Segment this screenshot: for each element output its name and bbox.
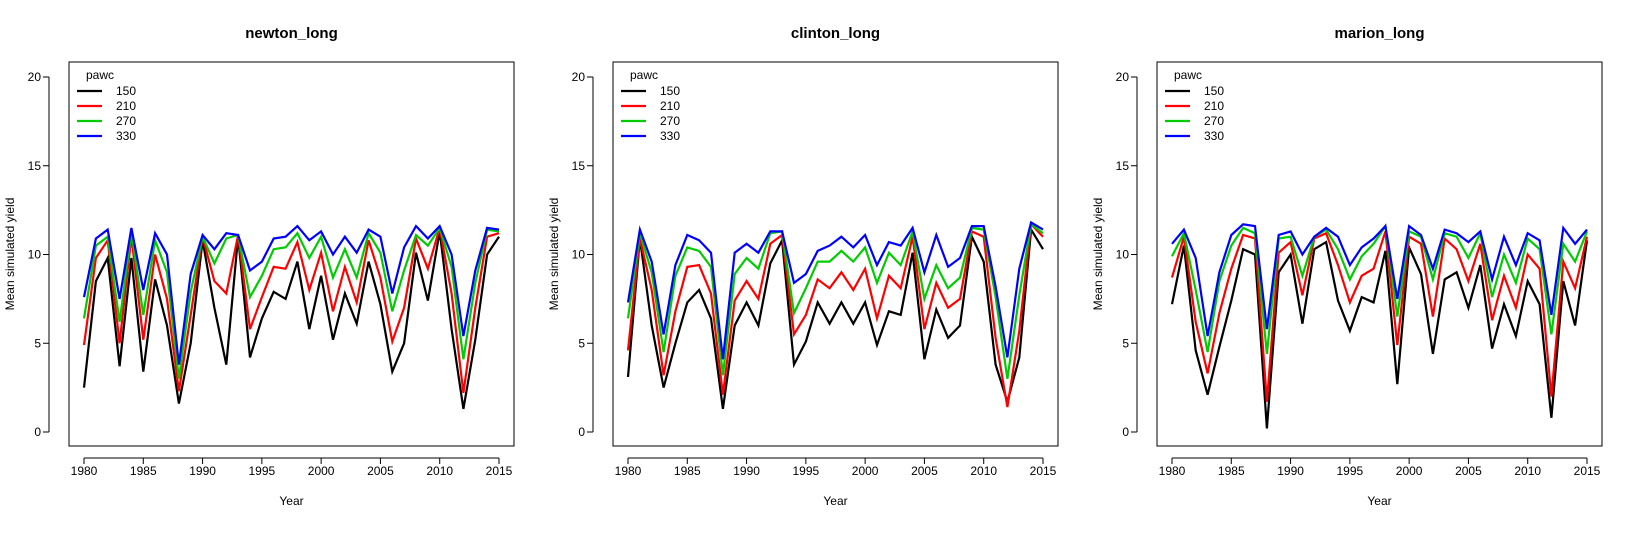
legend-label-210: 210 <box>1204 99 1224 113</box>
series-line-270 <box>626 222 1044 379</box>
plot-box <box>68 61 515 447</box>
series-line-270 <box>1171 223 1589 355</box>
chart-title: newton_long <box>245 25 338 42</box>
series-line-210 <box>1170 231 1589 402</box>
y-axis-label: Mean simulated yield <box>547 198 561 311</box>
x-tick-label: 2015 <box>1030 464 1057 478</box>
x-axis: 1980 1985 1990 1995 2000 2005 2010 2015 <box>71 457 513 478</box>
x-tick-label: 2010 <box>970 464 997 478</box>
y-tick-label: 5 <box>1122 336 1129 350</box>
legend-title: pawc <box>1174 68 1202 82</box>
legend-label-210: 210 <box>660 99 680 113</box>
series-line-150 <box>626 226 1044 410</box>
y-tick-label: 10 <box>28 248 42 262</box>
x-tick-label: 1995 <box>1337 464 1364 478</box>
series-line-330 <box>82 224 500 365</box>
x-tick-label: 2005 <box>1455 464 1482 478</box>
x-tick-label: 2015 <box>486 464 513 478</box>
x-axis-label: Year <box>1367 494 1391 508</box>
x-tick-label: 1985 <box>130 464 157 478</box>
x-tick-label: 2005 <box>367 464 394 478</box>
y-axis: 0 5 10 15 20 <box>572 70 594 439</box>
chart-title: marion_long <box>1334 25 1424 42</box>
y-axis-label: Mean simulated yield <box>3 198 17 311</box>
x-tick-label: 1980 <box>71 464 98 478</box>
legend-label-210: 210 <box>116 99 136 113</box>
legend-title: pawc <box>630 68 658 82</box>
series-line-270 <box>82 225 500 379</box>
plot-box <box>1156 61 1603 447</box>
x-axis-label: Year <box>279 494 303 508</box>
x-axis: 1980 1985 1990 1995 2000 2005 2010 2015 <box>615 457 1057 478</box>
y-tick-label: 5 <box>578 336 585 350</box>
x-tick-label: 2010 <box>426 464 453 478</box>
x-tick-label: 1990 <box>1277 464 1304 478</box>
legend-label-330: 330 <box>116 129 136 143</box>
x-tick-label: 1980 <box>1159 464 1186 478</box>
legend-label-270: 270 <box>116 114 136 128</box>
series-line-330 <box>1171 223 1588 337</box>
y-tick-label: 10 <box>572 248 586 262</box>
chart-title: clinton_long <box>791 25 880 42</box>
x-tick-label: 2015 <box>1574 464 1601 478</box>
x-axis-label: Year <box>823 494 847 508</box>
y-tick-label: 20 <box>28 70 42 84</box>
legend-title: pawc <box>86 68 114 82</box>
y-axis-label: Mean simulated yield <box>1091 198 1105 311</box>
y-axis: 0 5 10 15 20 <box>28 70 50 439</box>
x-tick-label: 2000 <box>308 464 335 478</box>
x-tick-label: 2000 <box>1396 464 1423 478</box>
series-line-150 <box>82 231 500 410</box>
x-tick-label: 1990 <box>189 464 216 478</box>
x-tick-label: 2000 <box>852 464 879 478</box>
plot-box <box>612 61 1059 447</box>
legend-label-330: 330 <box>660 129 680 143</box>
chart-panel-1: clinton_long 0 5 10 15 20 1980 1985 1990 1995 2000… <box>547 25 1059 508</box>
chart-panel-0: newton_long 0 5 10 15 20 1980 1985 1990 1995 2000 2… <box>3 25 515 508</box>
series-line-210 <box>82 227 500 394</box>
x-tick-label: 1990 <box>733 464 760 478</box>
y-tick-label: 0 <box>34 425 41 439</box>
x-tick-label: 2005 <box>911 464 938 478</box>
series-line-150 <box>1170 240 1589 429</box>
y-tick-label: 15 <box>28 159 42 173</box>
x-tick-label: 1985 <box>674 464 701 478</box>
x-tick-label: 1980 <box>615 464 642 478</box>
chart-panel-2: marion_long 0 5 10 15 20 1980 1985 1990 1995 2000 2… <box>1091 25 1603 508</box>
legend-label-150: 150 <box>116 84 136 98</box>
x-tick-label: 1985 <box>1218 464 1245 478</box>
y-tick-label: 0 <box>1122 425 1129 439</box>
x-tick-label: 2010 <box>1514 464 1541 478</box>
legend-label-150: 150 <box>660 84 680 98</box>
y-tick-label: 20 <box>1116 70 1130 84</box>
y-tick-label: 0 <box>578 425 585 439</box>
y-tick-label: 5 <box>34 336 41 350</box>
y-tick-label: 20 <box>572 70 586 84</box>
legend-label-270: 270 <box>660 114 680 128</box>
y-tick-label: 15 <box>572 159 586 173</box>
y-tick-label: 10 <box>1116 248 1130 262</box>
x-axis: 1980 1985 1990 1995 2000 2005 2010 2015 <box>1159 457 1601 478</box>
legend-label-150: 150 <box>1204 84 1224 98</box>
series-line-330 <box>626 220 1044 360</box>
x-tick-label: 1995 <box>249 464 276 478</box>
legend-label-330: 330 <box>1204 129 1224 143</box>
y-tick-label: 15 <box>1116 159 1130 173</box>
series-line-210 <box>626 221 1044 408</box>
legend-label-270: 270 <box>1204 114 1224 128</box>
y-axis: 0 5 10 15 20 <box>1116 70 1138 439</box>
x-tick-label: 1995 <box>793 464 820 478</box>
